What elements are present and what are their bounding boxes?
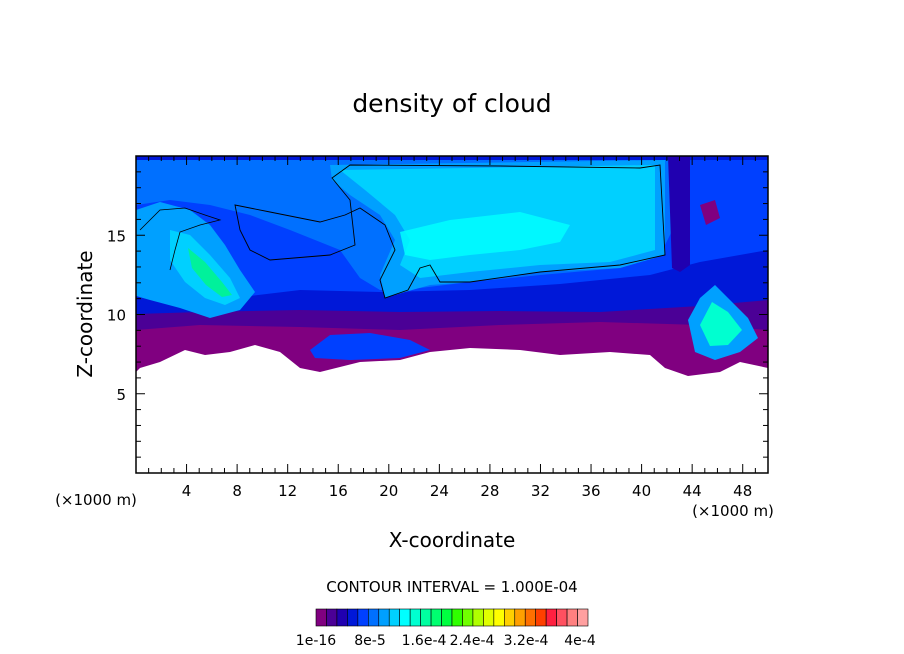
x-tick-label: 24 bbox=[430, 482, 449, 500]
colorbar-swatch bbox=[378, 608, 390, 627]
colorbar-swatch bbox=[504, 608, 516, 627]
colorbar-swatch bbox=[535, 608, 547, 627]
contour-interval-text: CONTOUR INTERVAL = 1.000E-04 bbox=[326, 578, 577, 596]
colorbar-swatch bbox=[368, 608, 380, 627]
colorbar-label: 2.4e-4 bbox=[450, 633, 495, 649]
y-tick-label: 5 bbox=[116, 386, 126, 404]
colorbar-swatch bbox=[388, 608, 400, 627]
x-unit-label-left: (×1000 m) bbox=[55, 491, 137, 509]
x-unit-label-right: (×1000 m) bbox=[692, 502, 774, 520]
chart-title: density of cloud bbox=[352, 89, 551, 118]
colorbar-swatch bbox=[409, 608, 421, 627]
x-tick-label: 16 bbox=[329, 482, 348, 500]
colorbar-swatch bbox=[336, 608, 348, 627]
x-tick-label: 20 bbox=[379, 482, 398, 500]
x-axis-ticks: 4 8 12 16 20 24 28 32 36 40 44 48 bbox=[148, 156, 756, 500]
colorbar-labels: 1e-16 8e-5 1.6e-4 2.4e-4 3.2e-4 4e-4 bbox=[296, 633, 596, 649]
cloud-right-column bbox=[668, 156, 690, 272]
colorbar-swatch bbox=[566, 608, 578, 627]
x-tick-label: 44 bbox=[683, 482, 702, 500]
y-axis-ticks: 5 10 15 bbox=[107, 171, 768, 458]
contour-line-anvil bbox=[234, 164, 666, 299]
x-tick-label: 48 bbox=[733, 482, 752, 500]
colorbar bbox=[315, 608, 589, 627]
colorbar-swatch bbox=[420, 608, 432, 627]
cloud-core-cyan bbox=[400, 212, 570, 260]
x-tick-label: 4 bbox=[182, 482, 192, 500]
colorbar-swatch bbox=[556, 608, 568, 627]
colorbar-swatch bbox=[472, 608, 484, 627]
y-tick-label: 15 bbox=[107, 227, 126, 245]
colorbar-swatch bbox=[545, 608, 557, 627]
colorbar-label: 8e-5 bbox=[354, 633, 385, 649]
plot-area bbox=[136, 156, 768, 376]
colorbar-swatch bbox=[451, 608, 463, 627]
x-tick-label: 28 bbox=[480, 482, 499, 500]
colorbar-swatch bbox=[577, 608, 589, 627]
x-tick-label: 12 bbox=[278, 482, 297, 500]
colorbar-swatch bbox=[462, 608, 474, 627]
cloud-right-purple-spot bbox=[700, 200, 720, 225]
cloud-left-cell-green bbox=[188, 248, 232, 297]
x-tick-label: 32 bbox=[531, 482, 550, 500]
colorbar-swatch bbox=[514, 608, 526, 627]
colorbar-swatch bbox=[315, 608, 327, 627]
colorbar-label: 1e-16 bbox=[296, 633, 336, 649]
colorbar-swatch bbox=[441, 608, 453, 627]
colorbar-label: 4e-4 bbox=[564, 633, 596, 649]
x-tick-label: 40 bbox=[632, 482, 651, 500]
colorbar-label: 1.6e-4 bbox=[402, 633, 447, 649]
x-tick-label: 36 bbox=[581, 482, 600, 500]
colorbar-swatch bbox=[326, 608, 338, 627]
colorbar-swatch bbox=[357, 608, 369, 627]
y-tick-label: 10 bbox=[107, 307, 126, 325]
colorbar-swatch bbox=[493, 608, 505, 627]
colorbar-swatch bbox=[524, 608, 536, 627]
colorbar-swatch bbox=[483, 608, 495, 627]
colorbar-swatch bbox=[430, 608, 442, 627]
cloud-right-cell-cyan bbox=[700, 302, 742, 346]
colorbar-label: 3.2e-4 bbox=[504, 633, 549, 649]
colorbar-swatch bbox=[347, 608, 359, 627]
colorbar-swatch bbox=[399, 608, 411, 627]
x-axis-label: X-coordinate bbox=[389, 528, 516, 552]
y-axis-label: Z-coordinate bbox=[73, 250, 97, 377]
cloud-lower-blob bbox=[310, 333, 430, 360]
x-tick-label: 8 bbox=[232, 482, 242, 500]
contour-line-left-cell bbox=[139, 207, 222, 271]
